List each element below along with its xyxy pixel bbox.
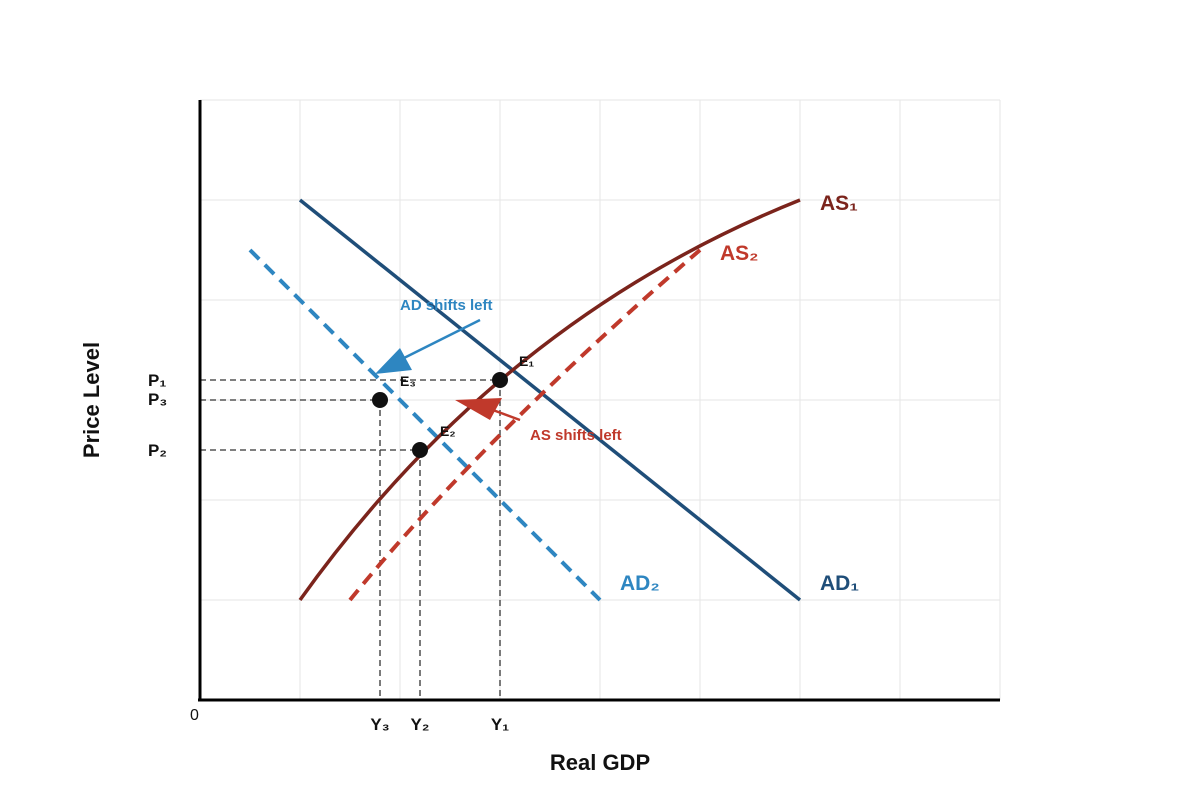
as-shift-arrow [455, 398, 521, 422]
ad2-label: AD₂ [620, 572, 660, 595]
p3-tick-label: P₃ [148, 390, 167, 409]
as2-label: AS₂ [720, 242, 759, 265]
as-shift-text: AS shifts left [530, 427, 622, 444]
axes [198, 100, 1000, 702]
guide-lines [200, 379, 501, 700]
y2-tick-label: Y₂ [411, 715, 430, 734]
p2-tick-label: P₂ [148, 441, 167, 460]
e1-label: E₁ [519, 353, 534, 369]
p1-tick-label: P₁ [148, 371, 166, 390]
y-axis-title: Price Level [79, 342, 104, 458]
e3-point [372, 392, 388, 408]
e1-point [492, 372, 508, 388]
y1-tick-label: Y₁ [491, 715, 509, 734]
ad-shift-text: AD shifts left [400, 297, 493, 314]
e2-label: E₂ [440, 423, 456, 439]
e3-label: E₃ [400, 373, 416, 389]
ad1-curve [298, 198, 802, 602]
ad-shift-arrow [375, 318, 481, 374]
ad1-label: AD₁ [820, 572, 859, 595]
as1-curve [298, 198, 801, 602]
x-axis-title: Real GDP [550, 750, 650, 775]
as-shift-arrowhead [455, 398, 502, 420]
origin-label: 0 [190, 707, 199, 724]
e2-point [412, 442, 428, 458]
as1-label: AS₁ [820, 192, 858, 215]
y3-tick-label: Y₃ [370, 715, 389, 734]
ad-shift-arrowhead [375, 348, 412, 374]
